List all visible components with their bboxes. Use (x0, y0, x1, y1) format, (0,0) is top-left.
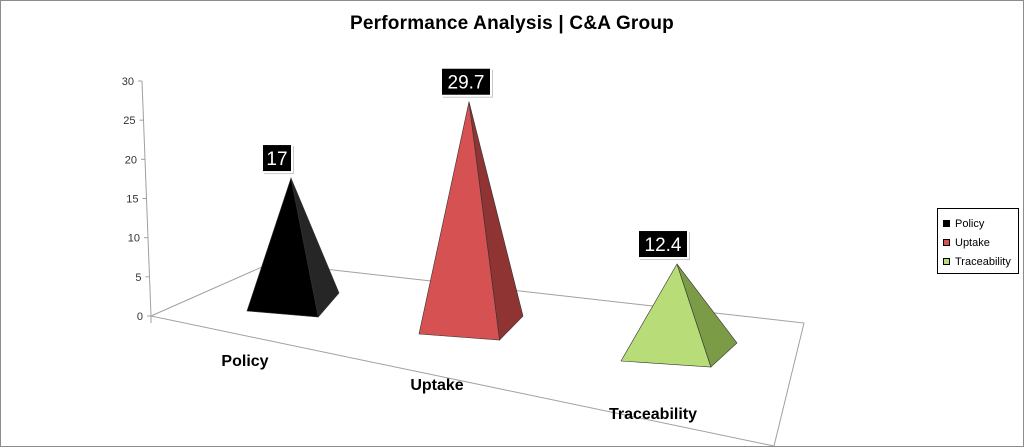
y-tick-label: 30 (122, 76, 134, 88)
data-label-traceability: 12.4 (645, 235, 682, 256)
chart-title: Performance Analysis | C&A Group (350, 13, 674, 34)
legend-swatch-traceability (943, 258, 950, 265)
y-tick-label: 20 (125, 154, 137, 166)
legend-item-uptake: Uptake (943, 233, 1018, 252)
y-tick-label: 0 (137, 311, 143, 323)
y-tick-label: 5 (135, 272, 141, 284)
legend-swatch-uptake (943, 239, 950, 246)
category-label-policy: Policy (221, 353, 268, 370)
legend-label-uptake: Uptake (955, 236, 990, 249)
legend-swatch-policy (943, 220, 950, 227)
legend-item-policy: Policy (943, 214, 1018, 233)
legend-label-traceability: Traceability (955, 255, 1011, 268)
data-label-box-uptake (440, 66, 492, 97)
data-label-box-policy (261, 143, 293, 174)
data-label-policy: 17 (266, 149, 287, 170)
legend-item-traceability: Traceability (943, 252, 1018, 271)
pyramid-side-traceability (676, 263, 738, 368)
y-tick-label: 10 (128, 233, 140, 245)
data-label-box-traceability (637, 229, 689, 260)
y-tick-label: 25 (123, 115, 135, 127)
legend-label-policy: Policy (955, 217, 985, 230)
category-label-uptake: Uptake (410, 377, 463, 394)
legend: Policy Uptake Traceability (937, 208, 1019, 274)
category-label-traceability: Traceability (609, 406, 697, 423)
pyramid-side-uptake (468, 101, 524, 341)
y-tick-label: 15 (126, 194, 138, 206)
data-label-uptake: 29.7 (448, 73, 485, 94)
pyramid-side-policy (290, 177, 340, 318)
